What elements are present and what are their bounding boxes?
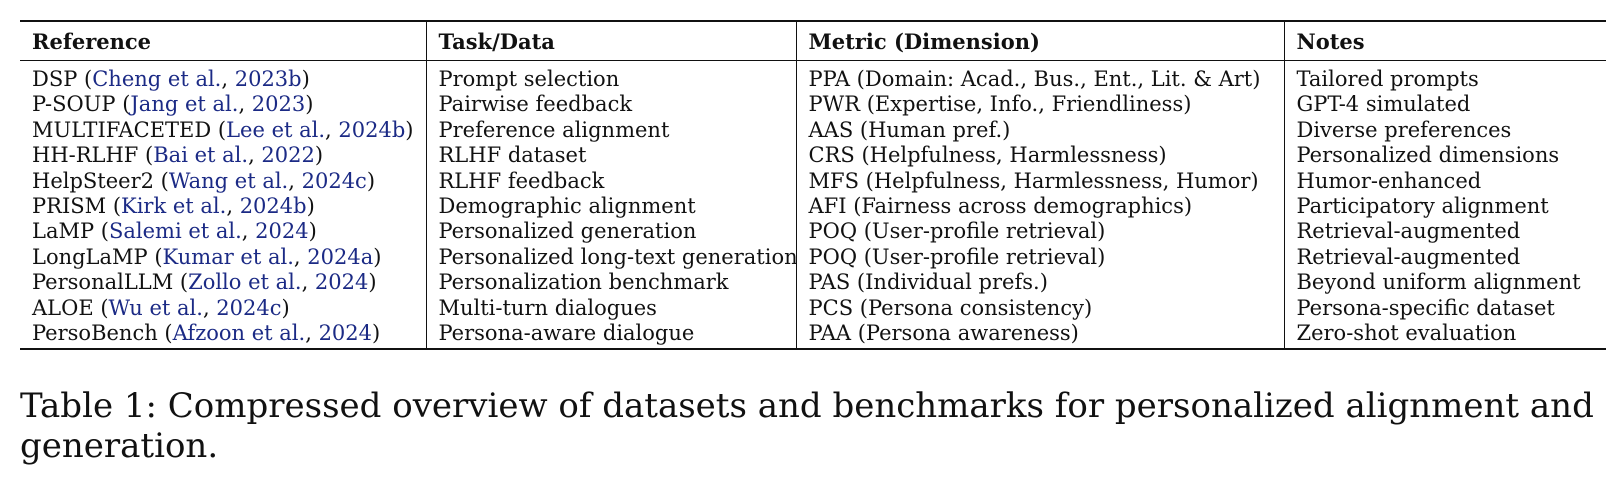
cell-notes: Diverse preferences — [1296, 117, 1512, 142]
dataset-name: HH-RLHF — [32, 143, 139, 168]
table-row: ALOE (Wu et al., 2024c) Multi-turn dialog… — [20, 295, 1606, 322]
cell-metric-dimension: PAS (Individual prefs.) — [796, 270, 1285, 296]
cell-notes: Participatory alignment — [1296, 194, 1549, 219]
cell-reference: LaMP (Salemi et al., 2024) — [20, 219, 427, 245]
table-body: DSP (Cheng et al., 2023b) Prompt selectio… — [20, 60, 1606, 350]
cell-task-data: Demographic alignment — [426, 194, 797, 220]
cell-metric-dimension: AFI (Fairness across demographics) — [796, 194, 1285, 220]
cell-reference: ALOE (Wu et al., 2024c) — [20, 295, 427, 322]
citation-year-link[interactable]: 2022 — [261, 143, 315, 168]
cell-metric-dimension: PWR (Expertise, Info., Friendliness) — [796, 92, 1285, 118]
table-row: PersoBench (Afzoon et al., 2024) Persona-… — [20, 321, 1606, 350]
table-header-row: Reference Task/Data Metric (Dimension) N… — [20, 21, 1606, 61]
citation-authors-link[interactable]: Afzoon et al. — [172, 321, 306, 346]
citation-authors-link[interactable]: Salemi et al. — [108, 219, 242, 244]
dataset-name: HelpSteer2 — [32, 168, 154, 193]
dataset-name: PersonalLLM — [32, 270, 174, 295]
dataset-name: MULTIFACETED — [32, 117, 212, 142]
header-notes: Notes — [1296, 29, 1365, 54]
citation-year-link[interactable]: 2024a — [307, 244, 374, 269]
datasets-table-container: Reference Task/Data Metric (Dimension) N… — [20, 20, 1606, 350]
cell-reference: HH-RLHF (Bai et al., 2022) — [20, 143, 427, 169]
table-row: P-SOUP (Jang et al., 2023) Pairwise feedb… — [20, 92, 1606, 118]
cell-notes: Humor-enhanced — [1296, 168, 1482, 193]
cell-task-data: Persona-aware dialogue — [426, 321, 797, 350]
citation-authors-link[interactable]: Wang et al. — [168, 168, 289, 193]
cell-task-data: Prompt selection — [426, 60, 797, 93]
cell-metric-dimension: PCS (Persona consistency) — [796, 295, 1285, 322]
cell-metric-dimension: AAS (Human pref.) — [796, 117, 1285, 144]
cell-notes: Tailored prompts — [1296, 67, 1479, 91]
citation-year-link[interactable]: 2024c — [216, 295, 282, 320]
table-row: LaMP (Salemi et al., 2024) Personalized g… — [20, 219, 1606, 245]
citation-authors-link[interactable]: Jang et al. — [130, 92, 239, 117]
dataset-name: DSP — [32, 67, 78, 91]
header-metric-dimension: Metric (Dimension) — [796, 21, 1285, 61]
citation-year-link[interactable]: 2024 — [314, 270, 369, 295]
cell-notes: GPT-4 simulated — [1296, 92, 1471, 117]
cell-notes: Personalized dimensions — [1296, 143, 1560, 168]
citation-authors-link[interactable]: Kumar et al. — [162, 244, 294, 269]
cell-metric-dimension: MFS (Helpfulness, Harmlessness, Humor) — [796, 168, 1285, 195]
cell-reference: PersonalLLM (Zollo et al., 2024) — [20, 270, 427, 296]
citation-year-link[interactable]: 2024b — [338, 117, 406, 142]
dataset-name: ALOE — [32, 295, 94, 320]
cell-notes: Retrieval-augmented — [1296, 244, 1521, 269]
cell-task-data: RLHF feedback — [426, 168, 797, 195]
dataset-name: LongLaMP — [32, 244, 148, 269]
cell-metric-dimension: POQ (User-profile retrieval) — [796, 219, 1285, 245]
cell-reference: DSP (Cheng et al., 2023b) — [20, 60, 427, 93]
cell-reference: MULTIFACETED (Lee et al., 2024b) — [20, 117, 427, 144]
cell-task-data: Personalized generation — [426, 219, 797, 245]
cell-reference: LongLaMP (Kumar et al., 2024a) — [20, 244, 427, 271]
citation-year-link[interactable]: 2024b — [239, 194, 307, 219]
citation-year-link[interactable]: 2023b — [234, 67, 302, 91]
cell-metric-dimension: CRS (Helpfulness, Harmlessness) — [796, 143, 1285, 169]
table-row: PersonalLLM (Zollo et al., 2024) Personal… — [20, 270, 1606, 296]
cell-task-data: Preference alignment — [426, 117, 797, 144]
datasets-benchmarks-table: Reference Task/Data Metric (Dimension) N… — [20, 20, 1606, 350]
cell-notes: Persona-specific dataset — [1296, 295, 1555, 320]
citation-authors-link[interactable]: Bai et al. — [153, 143, 249, 168]
cell-task-data: RLHF dataset — [426, 143, 797, 169]
cell-task-data: Personalization benchmark — [426, 270, 797, 296]
cell-task-data: Pairwise feedback — [426, 92, 797, 118]
header-task-data: Task/Data — [426, 21, 797, 61]
table-row: LongLaMP (Kumar et al., 2024a) Personaliz… — [20, 244, 1606, 271]
cell-reference: HelpSteer2 (Wang et al., 2024c) — [20, 168, 427, 195]
header-reference: Reference — [20, 21, 427, 61]
citation-year-link[interactable]: 2024 — [318, 321, 373, 346]
citation-year-link[interactable]: 2023 — [251, 92, 306, 117]
table-row: PRISM (Kirk et al., 2024b) Demographic al… — [20, 194, 1606, 220]
citation-year-link[interactable]: 2024 — [255, 219, 309, 244]
cell-metric-dimension: PPA (Domain: Acad., Bus., Ent., Lit. & A… — [796, 60, 1285, 93]
citation-authors-link[interactable]: Lee et al. — [226, 117, 326, 142]
cell-task-data: Personalized long-text generation — [426, 244, 797, 271]
cell-reference: PRISM (Kirk et al., 2024b) — [20, 194, 427, 220]
cell-metric-dimension: POQ (User-profile retrieval) — [796, 244, 1285, 271]
table-row: MULTIFACETED (Lee et al., 2024b) Preferen… — [20, 117, 1606, 144]
dataset-name: P-SOUP — [32, 92, 116, 117]
dataset-name: PRISM — [32, 194, 107, 219]
citation-authors-link[interactable]: Wu et al. — [108, 295, 203, 320]
table-caption: Table 1: Compressed overview of datasets… — [20, 386, 1594, 466]
dataset-name: PersoBench — [32, 321, 158, 346]
citation-authors-link[interactable]: Cheng et al. — [92, 67, 222, 91]
citation-authors-link[interactable]: Kirk et al. — [121, 194, 227, 219]
cell-notes: Zero-shot evaluation — [1296, 321, 1517, 346]
dataset-name: LaMP — [32, 219, 95, 244]
table-row: HelpSteer2 (Wang et al., 2024c) RLHF feed… — [20, 168, 1606, 195]
cell-metric-dimension: PAA (Persona awareness) — [796, 321, 1285, 350]
table-row: DSP (Cheng et al., 2023b) Prompt selectio… — [20, 60, 1606, 93]
cell-reference: P-SOUP (Jang et al., 2023) — [20, 92, 427, 118]
cell-notes: Beyond uniform alignment — [1296, 270, 1581, 295]
cell-task-data: Multi-turn dialogues — [426, 295, 797, 322]
citation-year-link[interactable]: 2024c — [301, 168, 367, 193]
cell-notes: Retrieval-augmented — [1296, 219, 1521, 244]
table-row: HH-RLHF (Bai et al., 2022) RLHF dataset CR… — [20, 143, 1606, 169]
cell-reference: PersoBench (Afzoon et al., 2024) — [20, 321, 427, 350]
citation-authors-link[interactable]: Zollo et al. — [188, 270, 302, 295]
